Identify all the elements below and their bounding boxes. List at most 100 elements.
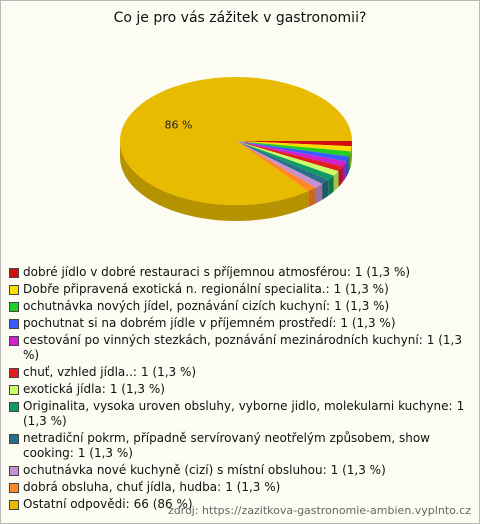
legend-text: pochutnat si na dobrém jídle v příjemném…: [23, 316, 471, 331]
slice-side-shade: [342, 161, 346, 183]
legend-label: dobré jídlo v dobré restauraci s příjemn…: [23, 265, 351, 279]
legend-swatch: [9, 285, 19, 295]
legend-value: 1 (1,3 %): [23, 333, 462, 362]
slice-side-shade: [308, 187, 316, 208]
legend-value: 1 (1,3 %): [23, 399, 465, 428]
slice-side: [345, 156, 349, 178]
legend-value: 1 (1,3 %): [333, 282, 389, 296]
legend-item: ochutnávka nových jídel, poznávání cizíc…: [9, 299, 471, 314]
legend-text: Dobře připravená exotická n. regionální …: [23, 282, 471, 297]
slice: [236, 141, 323, 188]
legend-label: ochutnávka nové kuchyně (cizí) s místní …: [23, 463, 327, 477]
legend-item: dobrá obsluha, chuť jídla, hudba: 1 (1,3 …: [9, 480, 471, 495]
legend-label: Ostatní odpovědi:: [23, 497, 130, 511]
slice-side: [348, 151, 351, 173]
legend-swatch: [9, 368, 19, 378]
slice-side-shade: [333, 171, 339, 192]
slice-side-shade: [120, 141, 309, 222]
slice: [236, 141, 316, 192]
legend-text: Originalita, vysoka uroven obsluhy, vybo…: [23, 399, 471, 429]
slice-side: [308, 187, 316, 208]
slice-side: [328, 175, 334, 196]
legend-value: 1 (1,3 %): [354, 265, 411, 279]
slice: [236, 141, 334, 180]
legend-swatch: [9, 385, 19, 395]
slice-side: [338, 166, 343, 188]
slice-side-shade: [338, 166, 343, 188]
slice-side-shade: [315, 183, 323, 204]
legend-item: pochutnat si na dobrém jídle v příjemném…: [9, 316, 471, 331]
slice: [236, 141, 352, 152]
slice-side: [315, 183, 323, 204]
slice: [119, 77, 352, 206]
legend-item: Dobře připravená exotická n. regionální …: [9, 282, 471, 297]
legend-swatch: [9, 434, 19, 444]
legend-value: 1 (1,3 %): [109, 382, 165, 396]
legend-value: 1 (1,3 %): [340, 316, 396, 330]
slice-side-shade: [350, 146, 352, 168]
legend-text: ochutnávka nových jídel, poznávání cizíc…: [23, 299, 471, 314]
slice-side: [120, 141, 309, 222]
legend-label: netradiční pokrm, případně servírovaný n…: [23, 431, 430, 460]
legend-swatch: [9, 402, 19, 412]
legend-label: Dobře připravená exotická n. regionální …: [23, 282, 330, 296]
slice-label: 86 %: [165, 119, 193, 132]
pie-chart: 86 %: [119, 77, 352, 222]
legend-item: exotická jídla: 1 (1,3 %): [9, 382, 471, 397]
legend-label: cestování po vinných stezkách, poznávání…: [23, 333, 423, 347]
legend-value: 1 (1,3 %): [330, 463, 386, 477]
legend-swatch: [9, 466, 19, 476]
legend-item: dobré jídlo v dobré restauraci s příjemn…: [9, 265, 471, 280]
legend-value: 1 (1,3 %): [77, 446, 133, 460]
legend-item: netradiční pokrm, případně servírovaný n…: [9, 431, 471, 461]
chart-title: Co je pro vás zážitek v gastronomii?: [113, 10, 367, 26]
legend-text: ochutnávka nové kuchyně (cizí) s místní …: [23, 463, 471, 478]
slice: [236, 141, 349, 162]
slice-side: [350, 146, 352, 168]
legend-swatch: [9, 336, 19, 346]
legend-value: 1 (1,3 %): [225, 480, 281, 494]
legend-label: ochutnávka nových jídel, poznávání cizíc…: [23, 299, 331, 313]
legend-swatch: [9, 319, 19, 329]
slice-side: [333, 171, 339, 192]
slice: [236, 141, 329, 184]
legend-text: chuť, vzhled jídla..: 1 (1,3 %): [23, 365, 471, 380]
legend-swatch: [9, 483, 19, 493]
legend-text: dobrá obsluha, chuť jídla, hudba: 1 (1,3 …: [23, 480, 471, 495]
legend-text: Ostatní odpovědi: 66 (86 %): [23, 497, 471, 512]
legend-item: Originalita, vysoka uroven obsluhy, vybo…: [9, 399, 471, 429]
slice-side-shade: [328, 175, 334, 196]
legend-text: dobré jídlo v dobré restauraci s příjemn…: [23, 265, 471, 280]
slice-side-shade: [348, 151, 351, 173]
slice: [236, 141, 343, 172]
legend-value: 1 (1,3 %): [140, 365, 197, 379]
legend-value: 66 (86 %): [133, 497, 193, 511]
source-note: zdroj: https://zazitkova-gastronomie-amb…: [168, 504, 471, 517]
legend-item: ochutnávka nové kuchyně (cizí) s místní …: [9, 463, 471, 478]
slice-side: [342, 161, 346, 183]
legend-label: dobrá obsluha, chuť jídla, hudba:: [23, 480, 222, 494]
legend-swatch: [9, 268, 19, 278]
legend-label: exotická jídla:: [23, 382, 106, 396]
slice: [236, 141, 339, 176]
legend-swatch: [9, 302, 19, 312]
slice-side-shade: [345, 156, 349, 178]
legend-label: pochutnat si na dobrém jídle v příjemném…: [23, 316, 337, 330]
legend-label: Originalita, vysoka uroven obsluhy, vybo…: [23, 399, 453, 413]
slice-side: [322, 179, 329, 200]
slice: [236, 141, 351, 157]
slice: [236, 141, 346, 167]
legend-value: 1 (1,3 %): [334, 299, 390, 313]
legend-text: exotická jídla: 1 (1,3 %): [23, 382, 471, 397]
slice: [236, 141, 352, 147]
slice-side-shade: [322, 179, 329, 200]
legend-text: cestování po vinných stezkách, poznávání…: [23, 333, 471, 363]
legend-swatch: [9, 500, 19, 510]
legend: dobré jídlo v dobré restauraci s příjemn…: [9, 265, 471, 514]
legend-item: chuť, vzhled jídla..: 1 (1,3 %): [9, 365, 471, 380]
legend-text: netradiční pokrm, případně servírovaný n…: [23, 431, 471, 461]
legend-label: chuť, vzhled jídla..:: [23, 365, 137, 379]
legend-item: cestování po vinných stezkách, poznávání…: [9, 333, 471, 363]
legend-item: Ostatní odpovědi: 66 (86 %): [9, 497, 471, 512]
